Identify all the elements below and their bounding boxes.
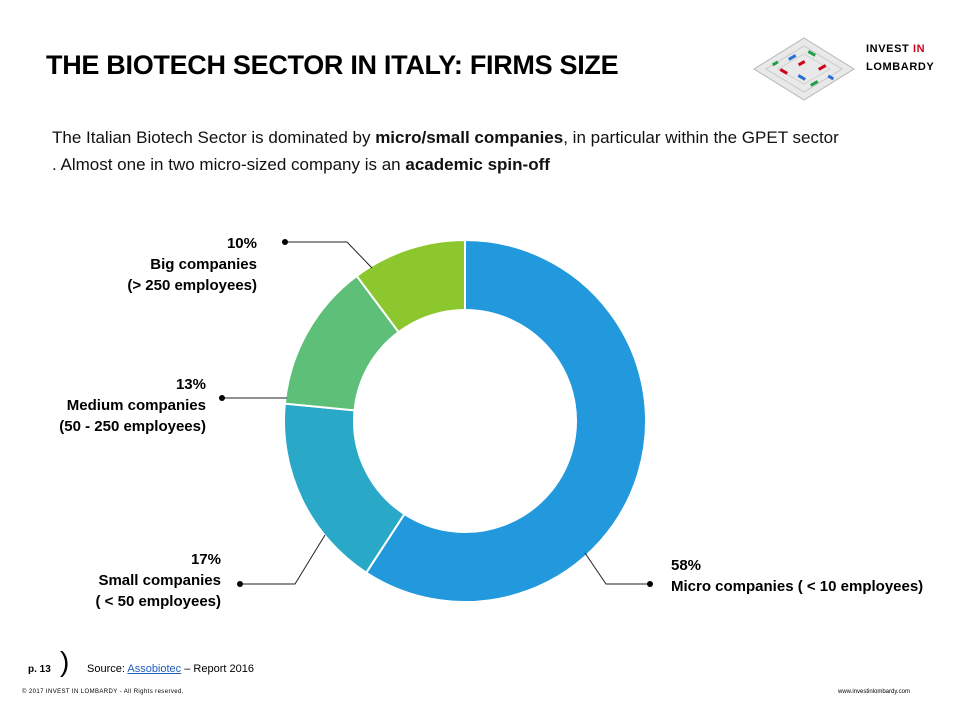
intro-bold-2: academic spin-off: [405, 155, 550, 174]
source-link[interactable]: Assobiotec: [127, 663, 182, 675]
label-medium: 13% Medium companies (50 - 250 employees…: [59, 376, 206, 435]
page-number: p. 13: [28, 664, 51, 675]
slice-micro: [364, 238, 647, 603]
leader-small-dot: [237, 581, 243, 587]
leader-medium-dot: [219, 395, 225, 401]
page-bracket-icon: ): [60, 646, 70, 677]
label-micro: 58% Micro companies ( < 10 employees): [671, 557, 924, 595]
page-title: THE BIOTECH SECTOR IN ITALY: FIRMS SIZE: [46, 50, 619, 80]
slice-big: [355, 238, 466, 334]
leader-big: [285, 241, 373, 269]
logo-text: INVEST IN LOMBARDY: [866, 43, 935, 73]
copyright: © 2017 INVEST IN LOMBARDY - All Rights r…: [22, 689, 184, 695]
leader-small: [240, 534, 326, 585]
label-big: 10% Big companies (> 250 employees): [127, 235, 257, 294]
source-note: Source: Assobiotec – Report 2016: [87, 663, 254, 675]
logo-icon: [753, 37, 855, 101]
intro-text: The Italian Biotech Sector is dominated …: [52, 128, 839, 174]
website: www.investinlombardy.com: [838, 689, 910, 695]
leader-big-dot: [282, 239, 288, 245]
leader-micro-dot: [647, 581, 653, 587]
label-small: 17% Small companies ( < 50 employees): [95, 551, 221, 610]
intro-bold-1: micro/small companies: [375, 128, 564, 147]
leader-micro: [584, 552, 650, 585]
